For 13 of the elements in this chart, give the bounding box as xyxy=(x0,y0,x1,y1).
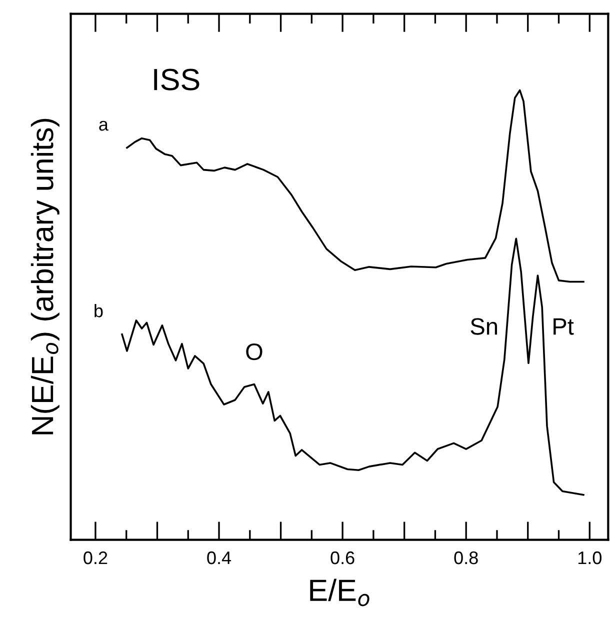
series-label: b xyxy=(94,304,103,318)
series-label: a xyxy=(99,120,108,131)
annotation: O xyxy=(246,343,262,360)
x-tick-label: 0.2 xyxy=(84,551,108,564)
x-axis-title: E/E$_{o}$ xyxy=(310,578,370,606)
annotation: Sn xyxy=(470,318,497,335)
x-tick-label: 0.6 xyxy=(330,551,354,564)
annotation: ISS xyxy=(154,68,200,90)
x-tick-label: 1.0 xyxy=(578,551,602,564)
x-tick-label: 0.8 xyxy=(454,551,478,564)
annotation: Pt xyxy=(554,318,574,335)
x-tick-label: 0.4 xyxy=(207,551,232,564)
y-axis-title: N(E/E$_{o}$) (arbitrary units) xyxy=(30,118,60,434)
